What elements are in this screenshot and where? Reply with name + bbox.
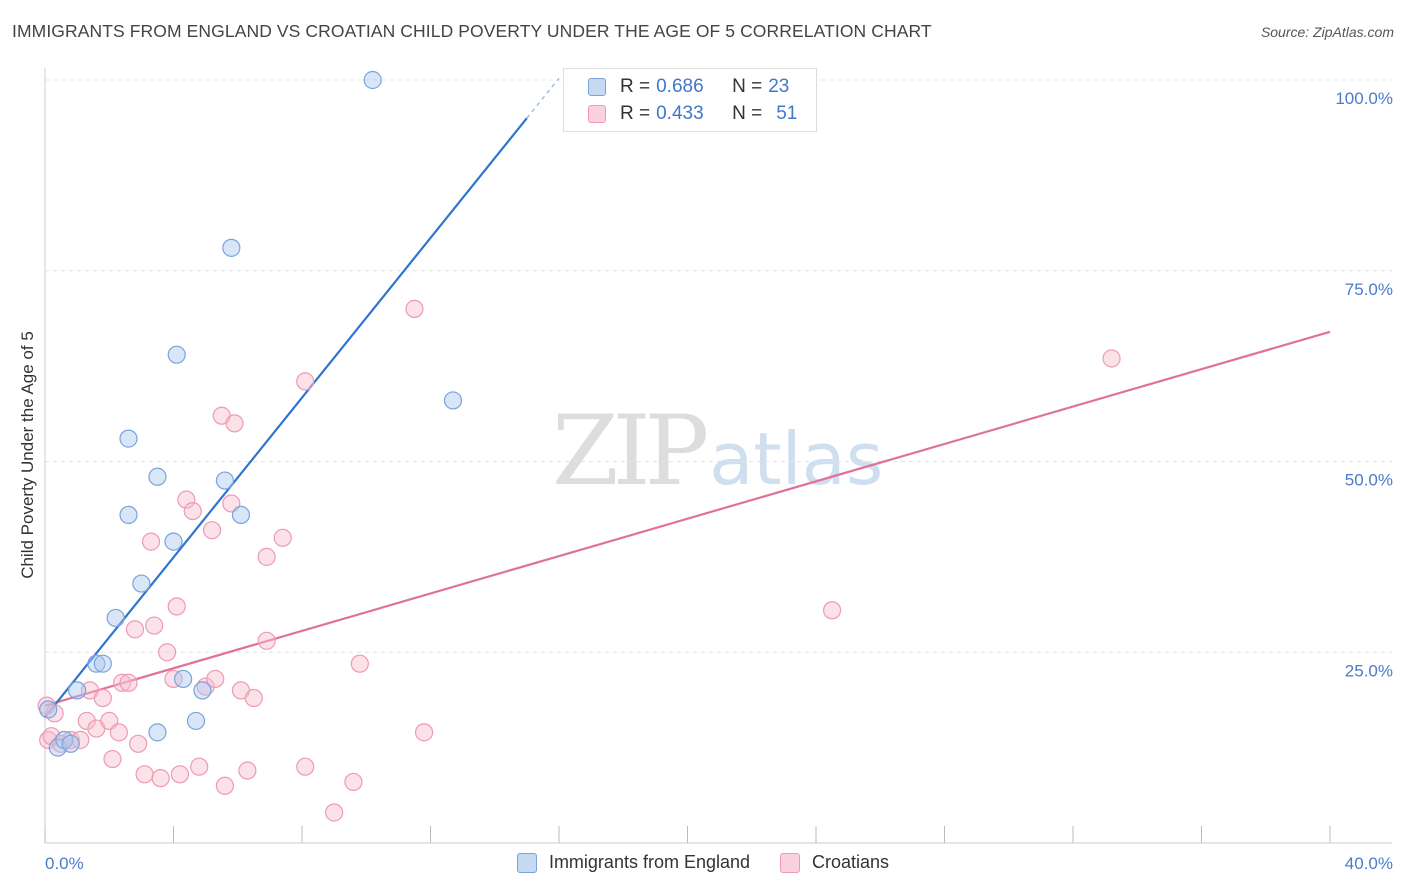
england-r-value: 0.686: [656, 76, 704, 97]
y-tick-label: 100.0%: [1335, 89, 1393, 108]
england-point: [193, 681, 212, 700]
axes: [44, 68, 1392, 844]
england-point: [106, 608, 125, 628]
england-legend-swatch: [516, 852, 537, 873]
england-point: [61, 734, 80, 753]
croatians-n-label: N =: [732, 103, 763, 124]
england-point: [186, 711, 206, 731]
croatians-trend-line: [44, 330, 1331, 707]
croatians-point: [119, 673, 138, 692]
legend-item-croatians[interactable]: Croatians: [780, 852, 889, 873]
england-trend-extension: [526, 77, 560, 119]
england-point: [443, 391, 463, 410]
england-point: [87, 654, 106, 673]
y-tick-label: 50.0%: [1345, 471, 1393, 490]
croatians-point: [112, 673, 132, 692]
croatians-point: [77, 711, 96, 731]
gridlines: [45, 79, 1392, 653]
croatians-point: [257, 631, 276, 650]
croatians-point: [135, 765, 154, 784]
england-point: [231, 505, 251, 525]
x-tick-label: 0.0%: [45, 854, 84, 873]
england-point: [39, 700, 58, 719]
croatians-r-value: 0.433: [656, 103, 704, 124]
legend-row-croatians: R = 0.433 N = 51: [588, 102, 797, 126]
croatians-point: [296, 757, 315, 776]
legend-item-england[interactable]: Immigrants from England: [516, 852, 751, 873]
legend-row-england: R = 0.686 N = 23: [588, 75, 789, 99]
y-tick-label: 25.0%: [1345, 661, 1393, 680]
croatians-point: [167, 597, 186, 616]
england-legend-label: Immigrants from England: [548, 852, 751, 872]
croatians-point: [344, 772, 363, 792]
croatians-point: [244, 688, 263, 708]
croatians-legend-swatch: [780, 852, 801, 873]
england-point: [119, 429, 138, 448]
croatians-point: [1102, 349, 1121, 368]
croatians-point: [202, 521, 222, 540]
england-point: [222, 238, 241, 257]
croatians-n-value: 51: [776, 103, 798, 124]
source-credit: Source: ZipAtlas.com: [1260, 24, 1394, 40]
croatians-point: [350, 654, 369, 673]
x-tick-label: 40.0%: [1345, 854, 1393, 873]
croatians-point: [151, 769, 170, 788]
croatians-point: [141, 532, 161, 551]
england-trend-line: [44, 117, 528, 718]
y-tick-label: 75.0%: [1345, 280, 1393, 299]
croatians-legend-label: Croatians: [812, 852, 890, 872]
croatians-point: [273, 528, 292, 547]
correlation-legend: R = 0.686 N = 23 R = 0.433 N = 51: [563, 68, 817, 132]
croatians-point: [296, 372, 315, 391]
england-point: [167, 345, 186, 364]
series-legend: Immigrants from England Croatians: [0, 852, 1406, 873]
croatians-point: [103, 749, 122, 769]
england-n-value: 23: [768, 76, 790, 97]
croatians-point: [157, 643, 177, 662]
croatians-point: [109, 723, 128, 742]
croatians-point: [822, 601, 842, 620]
croatians-point: [257, 547, 276, 566]
croatians-point: [177, 490, 196, 509]
tick-labels: 25.0% 50.0% 75.0% 100.0% 0.0% 40.0%: [45, 89, 1393, 873]
croatians-point: [93, 688, 112, 708]
watermark: ZIPatlas: [552, 395, 883, 507]
england-point: [215, 471, 234, 490]
croatians-point: [170, 765, 190, 784]
england-point: [93, 654, 112, 673]
england-point: [148, 467, 167, 486]
trend-lines: [44, 77, 1331, 718]
croatians-point: [215, 776, 234, 795]
england-n-label: N =: [732, 76, 763, 97]
england-point: [363, 70, 382, 90]
croatians-point: [183, 501, 202, 521]
croatians-point: [325, 803, 344, 822]
chart-title: IMMIGRANTS FROM ENGLAND VS CROATIAN CHIL…: [12, 21, 932, 41]
croatians-point: [190, 757, 209, 776]
croatians-point: [414, 723, 434, 742]
croatians-point: [129, 734, 148, 753]
england-point: [174, 669, 193, 689]
england-point: [132, 574, 151, 593]
croatians-swatch: [588, 105, 606, 123]
england-point: [119, 505, 138, 525]
croatians-point: [238, 761, 257, 780]
england-swatch: [588, 78, 606, 96]
croatians-point: [164, 669, 183, 689]
croatians-point: [145, 616, 164, 635]
croatians-r-label: R =: [620, 103, 651, 124]
watermark-zip: ZIP: [552, 395, 709, 507]
england-point: [164, 532, 183, 551]
croatians-point: [71, 730, 90, 750]
england-r-label: R =: [620, 76, 651, 97]
croatians-point: [405, 299, 424, 318]
data-points: [37, 70, 1121, 822]
england-point: [68, 681, 87, 700]
croatians-point: [225, 414, 244, 433]
croatians-point: [125, 620, 145, 639]
croatians-point: [206, 669, 225, 689]
england-point: [148, 723, 167, 742]
